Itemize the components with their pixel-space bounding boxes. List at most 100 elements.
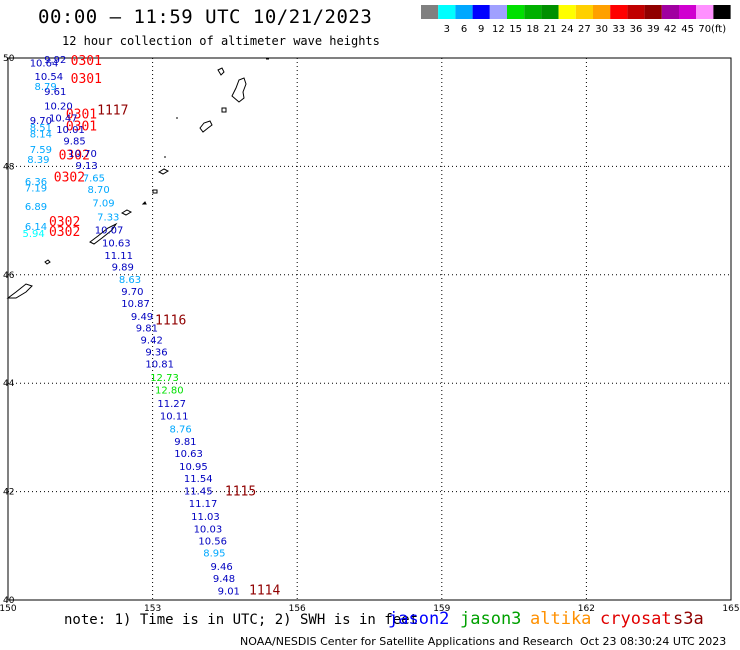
swh-value-label: 8.79 bbox=[35, 82, 57, 93]
island-shape bbox=[231, 77, 247, 103]
coastline bbox=[6, 58, 269, 299]
legend-tick-label: 6 bbox=[461, 24, 467, 35]
legend-altika: altika bbox=[530, 609, 592, 629]
legend-tick-label: 27 bbox=[578, 24, 591, 35]
color-swatch bbox=[558, 5, 576, 19]
swh-value-label: 9.61 bbox=[44, 87, 66, 98]
swh-value-label: 9.92 bbox=[44, 55, 66, 66]
legend-jason2: jason2 bbox=[388, 609, 450, 629]
swh-value-label: 10.87 bbox=[121, 299, 150, 310]
lat-tick-label: 40 bbox=[3, 596, 15, 606]
swh-value-label: 11.45 bbox=[184, 486, 213, 497]
swh-value-label: 9.85 bbox=[63, 137, 85, 148]
legend-tick-label: 70 bbox=[698, 24, 711, 35]
legend-tick-label: 9 bbox=[478, 24, 484, 35]
swh-value-label: 9.13 bbox=[75, 161, 97, 172]
swh-value-label: 10.03 bbox=[194, 524, 223, 535]
swh-labels: 9.9210.6410.549.618.7910.2010.479.708.51… bbox=[22, 55, 239, 598]
color-swatch bbox=[627, 5, 645, 19]
legend-s3a: s3a bbox=[673, 609, 704, 629]
swh-value-label: 10.20 bbox=[44, 101, 73, 112]
color-swatch bbox=[472, 5, 490, 19]
legend-tick-label: 39 bbox=[647, 24, 660, 35]
swh-value-label: 6.36 bbox=[25, 177, 47, 188]
legend-tick-label: 3 bbox=[444, 24, 450, 35]
lon-tick-label: 153 bbox=[144, 604, 161, 614]
swh-value-label: 10.95 bbox=[179, 462, 208, 473]
color-swatch bbox=[438, 5, 456, 19]
swh-value-label: 5.94 bbox=[22, 229, 44, 240]
color-swatch bbox=[507, 5, 525, 19]
pass-time-label: 0302 bbox=[54, 171, 85, 186]
lat-tick-label: 44 bbox=[3, 379, 15, 389]
swh-value-label: 9.46 bbox=[210, 562, 232, 573]
legend-tick-label: 24 bbox=[561, 24, 574, 35]
swh-value-label: 9.01 bbox=[218, 587, 240, 598]
swh-value-label: 7.65 bbox=[83, 174, 105, 185]
legend-tick-label: 42 bbox=[664, 24, 677, 35]
color-swatch bbox=[679, 5, 697, 19]
swh-value-label: 10.81 bbox=[145, 359, 174, 370]
axis-labels: 150 153 156 159 162 165 50 48 46 44 42 40 bbox=[0, 54, 740, 614]
map-title: 00:00 – 11:59 UTC 10/21/2023 bbox=[38, 6, 373, 28]
color-scale-legend: 3 6 9 12 15 18 21 24 27 30 33 36 39 42 45 70 (ft) bbox=[421, 5, 731, 35]
color-swatch bbox=[696, 5, 714, 19]
legend-tick-label: 36 bbox=[630, 24, 643, 35]
swh-value-label: 8.95 bbox=[203, 549, 225, 560]
island-shape bbox=[217, 67, 225, 76]
swh-value-label: 9.70 bbox=[30, 116, 52, 127]
lat-tick-label: 48 bbox=[3, 162, 15, 172]
swh-value-label: 7.09 bbox=[92, 199, 114, 210]
swh-value-label: 10.01 bbox=[56, 125, 85, 136]
island-shape bbox=[141, 201, 147, 205]
swh-value-label: 10.63 bbox=[174, 449, 203, 460]
color-swatch bbox=[541, 5, 559, 19]
legend-tick-label: 45 bbox=[681, 24, 694, 35]
swh-value-label: 10.63 bbox=[102, 239, 131, 250]
color-swatch bbox=[524, 5, 542, 19]
swh-value-label: 9.49 bbox=[131, 312, 153, 323]
island-shape bbox=[120, 209, 133, 216]
lon-tick-label: 150 bbox=[0, 604, 17, 614]
swh-value-label: 9.70 bbox=[121, 287, 143, 298]
swh-value-label: 10.56 bbox=[198, 537, 227, 548]
swh-value-label: 8.70 bbox=[88, 185, 110, 196]
pass-time-label: 0302 bbox=[59, 148, 90, 163]
swh-value-label: 9.81 bbox=[174, 437, 196, 448]
pass-time-label: 1114 bbox=[249, 584, 280, 599]
map-subtitle: 12 hour collection of altimeter wave hei… bbox=[62, 34, 380, 48]
pass-time-label: 0301 bbox=[66, 120, 97, 135]
island-shape bbox=[6, 283, 33, 299]
legend-cryosat: cryosat bbox=[600, 609, 672, 629]
lon-tick-label: 162 bbox=[578, 604, 595, 614]
swh-value-label: 8.76 bbox=[169, 425, 191, 436]
swh-value-label: 10.07 bbox=[95, 226, 124, 237]
swh-value-label: 11.54 bbox=[184, 474, 213, 485]
swh-value-label: 7.19 bbox=[25, 183, 47, 194]
swh-value-label: 9.89 bbox=[112, 262, 134, 273]
swh-value-label: 7.59 bbox=[30, 145, 52, 156]
legend-tick-label: 21 bbox=[544, 24, 557, 35]
lon-tick-label: 159 bbox=[433, 604, 450, 614]
color-swatch bbox=[489, 5, 507, 19]
pass-time-label: 0301 bbox=[66, 108, 97, 123]
swh-value-label: 10.54 bbox=[35, 72, 64, 83]
swh-value-label: 8.51 bbox=[30, 123, 52, 134]
color-swatch bbox=[421, 5, 439, 19]
legend-tick-label: 15 bbox=[509, 24, 522, 35]
swh-value-label: 10.70 bbox=[68, 149, 97, 160]
legend-unit: (ft) bbox=[711, 24, 726, 35]
footer-note: note: 1) Time is in UTC; 2) SWH is in fe… bbox=[64, 612, 419, 628]
color-swatch bbox=[575, 5, 593, 19]
island-shape bbox=[157, 168, 170, 175]
swh-value-label: 8.63 bbox=[119, 275, 141, 286]
legend-jason3: jason3 bbox=[460, 609, 522, 629]
color-swatch bbox=[610, 5, 628, 19]
swh-value-label: 9.48 bbox=[213, 574, 235, 585]
lat-tick-label: 46 bbox=[3, 271, 15, 281]
lon-tick-label: 156 bbox=[289, 604, 306, 614]
swh-value-label: 9.81 bbox=[136, 324, 158, 335]
pass-time-label: 0302 bbox=[49, 225, 80, 240]
swh-value-label: 9.36 bbox=[145, 348, 167, 359]
